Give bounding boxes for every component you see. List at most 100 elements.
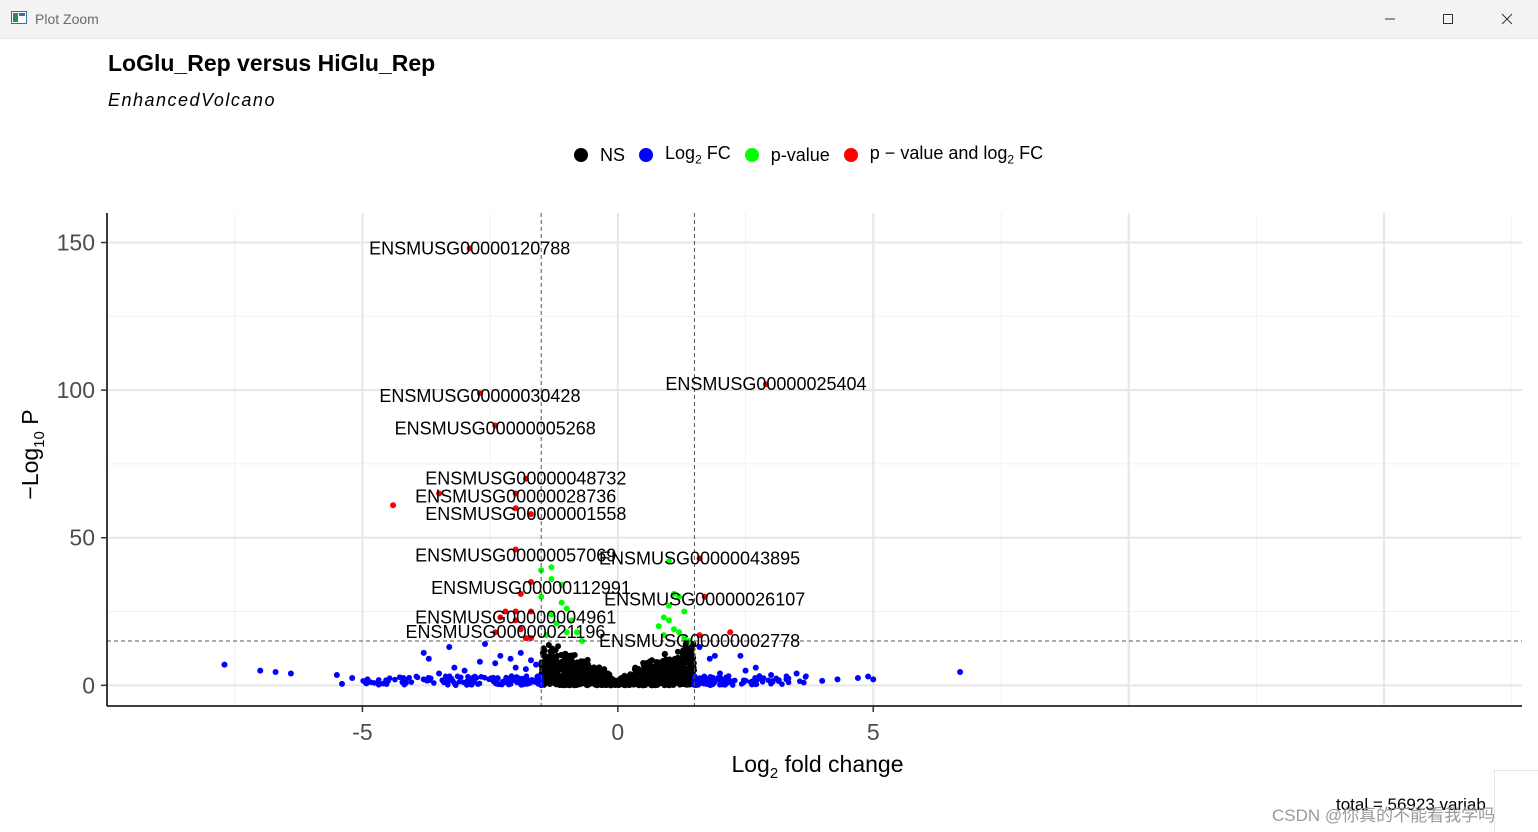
ns-point <box>680 664 687 671</box>
data-point <box>476 658 483 665</box>
data-point <box>390 502 397 509</box>
data-point <box>492 629 499 636</box>
maximize-icon <box>1443 14 1453 24</box>
data-point <box>558 581 565 588</box>
log2fc-point <box>749 678 756 684</box>
log2fc-point <box>439 677 446 684</box>
data-point <box>737 652 744 659</box>
log2fc-point <box>769 678 776 684</box>
gene-label: ENSMUSG00000001558 <box>425 504 626 524</box>
gene-label: ENSMUSG00000002778 <box>599 631 800 651</box>
ns-point <box>545 658 552 665</box>
data-point <box>517 649 524 656</box>
ns-point <box>646 658 653 665</box>
ns-point <box>566 671 573 678</box>
log2fc-point <box>392 676 398 683</box>
y-axis-title: −Log10 P <box>17 409 48 499</box>
data-point <box>522 635 529 642</box>
ns-point <box>660 673 667 680</box>
close-button[interactable] <box>1478 0 1536 38</box>
data-point <box>681 608 688 615</box>
data-point <box>573 629 580 636</box>
gene-label: ENSMUSG00000112991 <box>431 578 631 598</box>
log2fc-point <box>696 675 703 681</box>
ns-point <box>573 659 580 666</box>
log2fc-point <box>431 680 437 686</box>
ns-point <box>539 665 546 672</box>
log2fc-point <box>503 679 509 686</box>
data-point <box>543 632 550 639</box>
ns-point <box>594 665 601 672</box>
gene-label: ENSMUSG00000030428 <box>379 386 580 406</box>
ns-point <box>649 672 656 679</box>
data-point <box>512 490 519 497</box>
data-point <box>533 661 540 668</box>
y-tick-label: 150 <box>57 230 95 256</box>
log2fc-point <box>427 675 434 682</box>
ns-point <box>562 659 569 666</box>
ns-point <box>542 653 549 660</box>
ns-point <box>545 642 552 649</box>
data-point <box>436 670 443 677</box>
watermark-text: CSDN @你真的不能看我学吗 <box>1272 806 1496 825</box>
data-point <box>665 602 672 609</box>
data-point <box>502 608 509 615</box>
ns-point <box>653 665 660 672</box>
ns-point <box>690 659 697 666</box>
data-point <box>696 643 703 650</box>
data-point <box>558 599 565 606</box>
gene-label: ENSMUSG00000026107 <box>604 590 805 610</box>
gene-label: ENSMUSG00000028736 <box>415 486 616 506</box>
data-point <box>870 676 877 683</box>
data-point <box>476 390 483 397</box>
legend-marker-log2fc <box>639 148 654 162</box>
data-point <box>563 629 570 636</box>
log2fc-point <box>494 675 501 681</box>
data-point <box>665 558 672 565</box>
data-point <box>865 673 872 680</box>
legend-label-both: p − value and log2 FC <box>869 143 1044 167</box>
plot-window-icon <box>11 11 27 24</box>
data-point <box>548 564 555 571</box>
log2fc-point <box>529 676 535 683</box>
legend-label-log2fc: Log2 FC <box>665 143 731 167</box>
ns-point <box>632 670 639 677</box>
data-point <box>425 655 432 662</box>
data-point <box>512 505 519 512</box>
legend-marker-both <box>843 148 858 162</box>
gene-label: ENSMUSG00000004961 <box>415 607 616 627</box>
title-bar: Plot Zoom <box>0 0 1538 39</box>
gene-label: ENSMUSG00000025404 <box>665 374 866 394</box>
data-point <box>527 635 534 642</box>
chart-subtitle: EnhancedVolcano <box>108 90 276 110</box>
log2fc-point <box>723 679 729 685</box>
x-tick-label: 0 <box>611 719 624 745</box>
log2fc-point <box>464 682 470 688</box>
data-point <box>727 629 734 636</box>
data-point <box>466 245 473 252</box>
x-tick-label: -5 <box>352 719 372 745</box>
data-point <box>957 669 964 676</box>
data-point <box>451 664 458 671</box>
data-point <box>497 614 504 621</box>
log2fc-point <box>413 673 420 680</box>
minimize-button[interactable] <box>1361 0 1419 38</box>
y-tick-label: 100 <box>57 377 95 403</box>
data-point <box>482 641 489 648</box>
data-point <box>527 579 534 586</box>
data-point <box>338 680 345 687</box>
data-point <box>676 593 683 600</box>
data-point <box>762 381 769 388</box>
x-axis-title: Log2 fold change <box>731 751 903 782</box>
maximize-button[interactable] <box>1419 0 1477 38</box>
log2fc-point <box>507 681 514 687</box>
legend-marker-ns <box>574 148 588 162</box>
ns-band <box>541 676 695 687</box>
ns-point <box>683 655 690 662</box>
ns-point <box>662 658 669 665</box>
data-point <box>221 661 228 668</box>
data-point <box>768 672 775 679</box>
log2fc-point <box>454 673 461 680</box>
gene-label: ENSMUSG00000021196 <box>406 622 606 642</box>
